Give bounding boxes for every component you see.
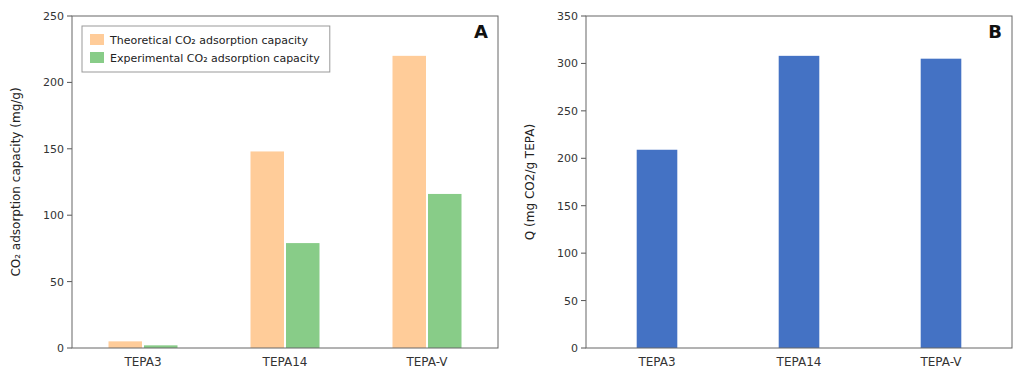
tick-label: 250 xyxy=(557,105,578,118)
tick-mark xyxy=(581,16,586,17)
legend: Theoretical CO₂ adsorption capacity Exper… xyxy=(82,26,330,72)
bar xyxy=(393,56,427,348)
figure: 0 50 100 150 200 250 TEPA3 TEPA14 TEPA-V CO₂ adso… xyxy=(0,0,1028,388)
bar xyxy=(286,243,320,348)
category-label: TEPA-V xyxy=(919,355,962,369)
tick-mark xyxy=(67,215,72,216)
bar xyxy=(428,194,462,348)
tick-mark xyxy=(581,348,586,349)
tick-mark xyxy=(581,253,586,254)
category-label: TEPA14 xyxy=(776,355,822,369)
tick-label: 150 xyxy=(557,200,578,213)
tick-mark xyxy=(581,205,586,206)
tick-mark xyxy=(67,281,72,282)
tick-mark xyxy=(581,110,586,111)
legend-label: Experimental CO₂ adsorption capacity xyxy=(110,52,320,65)
tick-label: 100 xyxy=(43,209,64,222)
category-label: TEPA14 xyxy=(262,355,308,369)
tick-label: 250 xyxy=(43,10,64,23)
plot-frame xyxy=(72,16,498,348)
legend-swatch xyxy=(90,52,104,63)
bar xyxy=(251,151,285,348)
tick-label: 50 xyxy=(564,295,578,308)
tick-label: 200 xyxy=(43,76,64,89)
tick-label: 200 xyxy=(557,152,578,165)
tick-mark xyxy=(581,63,586,64)
category-label: TEPA3 xyxy=(637,355,675,369)
axis-label: Q (mg CO2/g TEPA) xyxy=(523,124,537,240)
bar xyxy=(779,56,820,348)
tick-mark xyxy=(67,148,72,149)
category-label: TEPA-V xyxy=(405,355,448,369)
bar xyxy=(637,150,678,348)
tick-label: 0 xyxy=(571,342,578,355)
tick-label: 0 xyxy=(57,342,64,355)
tick-mark xyxy=(581,300,586,301)
plot-frame xyxy=(586,16,1012,348)
panel: 0 50 100 150 200 250 TEPA3 TEPA14 TEPA-V CO₂ adso… xyxy=(9,10,498,369)
tick-mark xyxy=(67,16,72,17)
bar xyxy=(921,59,962,348)
tick-label: 100 xyxy=(557,247,578,260)
tick-mark xyxy=(581,158,586,159)
legend-label: Theoretical CO₂ adsorption capacity xyxy=(109,34,308,47)
legend-swatch xyxy=(90,34,104,45)
bars xyxy=(109,56,462,348)
bars xyxy=(637,56,962,348)
panel-label: B xyxy=(988,21,1002,42)
axis-label: CO₂ adsorption capacity (mg/g) xyxy=(9,87,23,276)
tick-label: 300 xyxy=(557,57,578,70)
panel-label: A xyxy=(474,21,488,42)
tick-label: 350 xyxy=(557,10,578,23)
bar xyxy=(109,341,143,348)
category-label: TEPA3 xyxy=(123,355,161,369)
panel: 0 50 100 150 200 250 300 350 TEPA3 TEPA14 TEPA-V Q … xyxy=(523,10,1012,369)
tick-label: 50 xyxy=(50,276,64,289)
legend-box xyxy=(82,26,330,72)
tick-label: 150 xyxy=(43,143,64,156)
tick-mark xyxy=(67,348,72,349)
tick-mark xyxy=(67,82,72,83)
